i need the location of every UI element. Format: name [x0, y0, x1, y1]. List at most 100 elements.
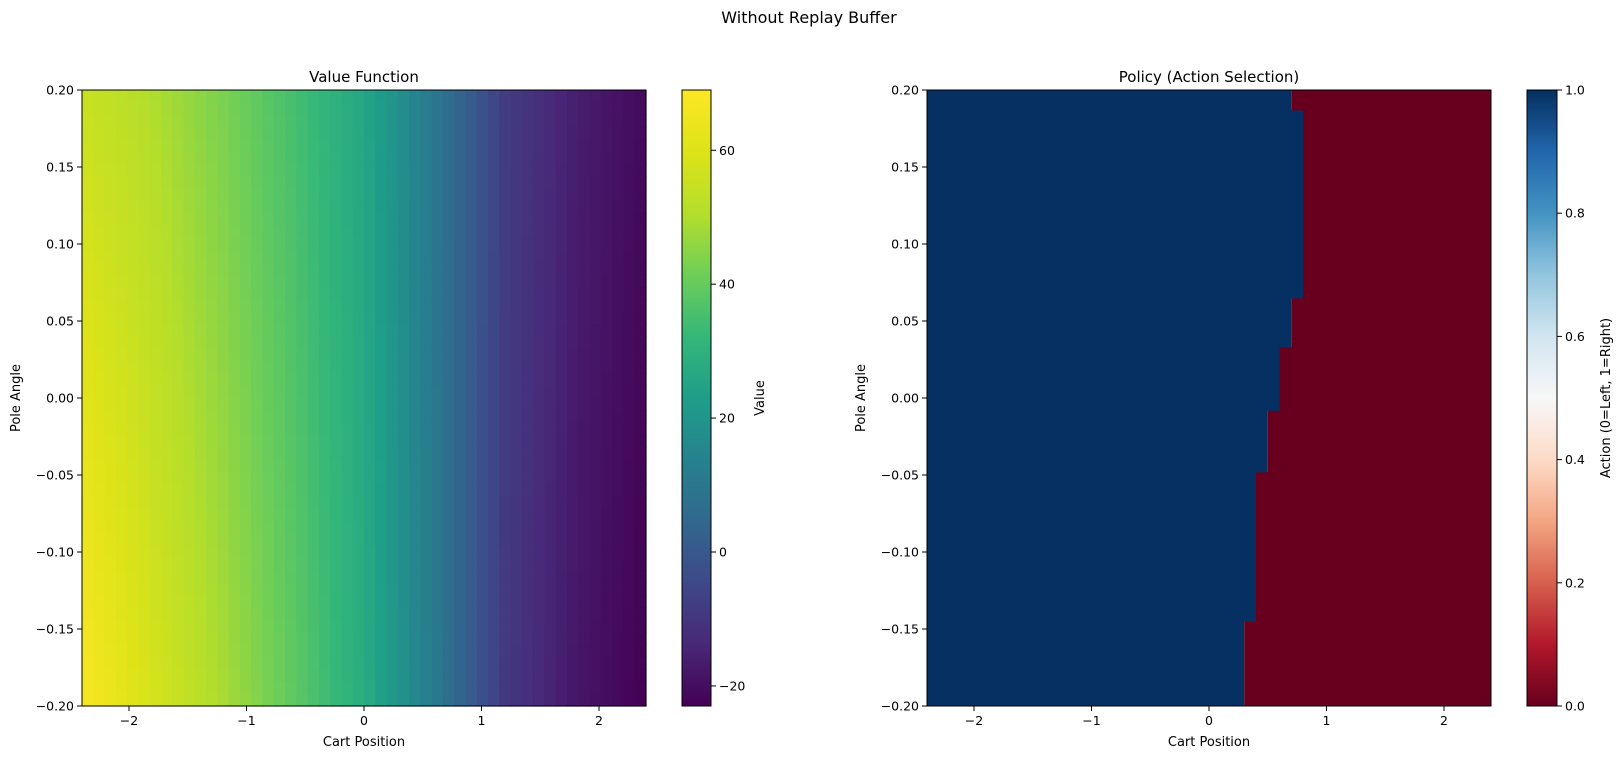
heatmap-cell — [510, 681, 523, 695]
heatmap-cell — [352, 632, 365, 645]
heatmap-cell — [149, 348, 162, 362]
heatmap-cell — [217, 250, 230, 264]
heatmap-cell — [262, 656, 275, 670]
heatmap-cell — [589, 262, 602, 276]
heatmap-cell — [138, 471, 151, 485]
heatmap-cell — [138, 582, 151, 596]
heatmap-cell — [127, 139, 139, 153]
heatmap-cell — [612, 545, 625, 559]
heatmap-cell — [442, 139, 455, 153]
heatmap-cell — [307, 619, 320, 633]
heatmap-cell — [160, 163, 173, 177]
heatmap-cell — [352, 496, 365, 510]
heatmap-cell — [138, 188, 151, 202]
heatmap-cell — [273, 595, 286, 609]
heatmap-cell — [273, 373, 286, 387]
heatmap-cell — [623, 644, 636, 658]
heatmap-cell — [330, 545, 343, 559]
heatmap-cell — [375, 607, 388, 621]
heatmap-cell — [172, 533, 185, 547]
heatmap-cell — [521, 250, 534, 264]
heatmap-cell — [533, 681, 546, 695]
heatmap-cell — [578, 619, 591, 633]
heatmap-cell — [183, 508, 196, 522]
heatmap-cell — [488, 287, 500, 301]
heatmap-cell — [93, 570, 106, 584]
heatmap-cell — [82, 471, 94, 485]
heatmap-cell — [217, 644, 230, 658]
heatmap-cell — [149, 102, 162, 116]
heatmap-cell — [206, 287, 218, 301]
heatmap-cell — [364, 459, 376, 473]
heatmap-cell — [104, 508, 117, 522]
heatmap-cell — [600, 681, 613, 695]
heatmap-cell — [341, 582, 354, 596]
heatmap-cell — [318, 151, 331, 165]
heatmap-cell — [442, 656, 455, 670]
heatmap-cell — [567, 669, 579, 682]
heatmap-cell — [375, 558, 388, 572]
heatmap-cell — [578, 508, 591, 522]
heatmap-cell — [104, 225, 117, 239]
heatmap-cell — [578, 558, 591, 572]
heatmap-cell — [93, 114, 106, 128]
heatmap-cell — [499, 398, 512, 411]
heatmap-cell — [206, 200, 218, 214]
heatmap-cell — [533, 545, 546, 559]
heatmap-cell — [194, 200, 207, 214]
heatmap-cell — [510, 213, 523, 227]
heatmap-cell — [488, 398, 500, 411]
heatmap-cell — [262, 213, 275, 227]
heatmap-cell — [93, 496, 106, 510]
heatmap-cell — [160, 250, 173, 264]
heatmap-cell — [409, 558, 421, 572]
heatmap-cell — [149, 90, 162, 103]
heatmap-cell — [386, 508, 399, 522]
heatmap-cell — [273, 471, 286, 485]
heatmap-cell — [127, 669, 139, 682]
heatmap-cell — [330, 484, 343, 498]
heatmap-cell — [228, 151, 241, 165]
heatmap-cell — [318, 545, 331, 559]
heatmap-cell — [476, 311, 489, 325]
heatmap-cell — [544, 607, 557, 621]
heatmap-cell — [228, 200, 241, 214]
heatmap-cell — [285, 200, 297, 214]
heatmap-cell — [183, 619, 196, 633]
heatmap-cell — [567, 176, 579, 190]
heatmap-cell — [206, 398, 218, 411]
heatmap-cell — [488, 496, 500, 510]
heatmap-cell — [612, 311, 625, 325]
heatmap-cell — [104, 213, 117, 227]
heatmap-cell — [262, 151, 275, 165]
heatmap-cell — [544, 151, 557, 165]
heatmap-cell — [251, 299, 264, 313]
heatmap-cell — [273, 90, 286, 103]
heatmap-cell — [296, 434, 309, 448]
heatmap-cell — [273, 250, 286, 264]
heatmap-cell — [555, 693, 568, 707]
heatmap-cell — [442, 693, 455, 707]
heatmap-cell — [330, 262, 343, 276]
heatmap-cell — [510, 324, 523, 337]
heatmap-cell — [510, 582, 523, 596]
heatmap-cell — [206, 151, 218, 165]
heatmap-cell — [578, 410, 591, 424]
heatmap-cell — [251, 693, 264, 707]
heatmap-cell — [386, 102, 399, 116]
heatmap-cell — [239, 287, 252, 301]
heatmap-cell — [600, 459, 613, 473]
heatmap-cell — [420, 607, 433, 621]
heatmap-cell — [409, 311, 421, 325]
heatmap-cell — [499, 558, 512, 572]
heatmap-cell — [138, 508, 151, 522]
heatmap-cell — [149, 619, 162, 633]
heatmap-cell — [454, 607, 467, 621]
value-colorbar-gradient — [681, 89, 712, 707]
heatmap-cell — [409, 348, 421, 362]
heatmap-cell — [386, 126, 399, 140]
heatmap-cell — [160, 126, 173, 140]
heatmap-cell — [115, 496, 128, 510]
heatmap-cell — [409, 188, 421, 202]
heatmap-cell — [273, 484, 286, 498]
